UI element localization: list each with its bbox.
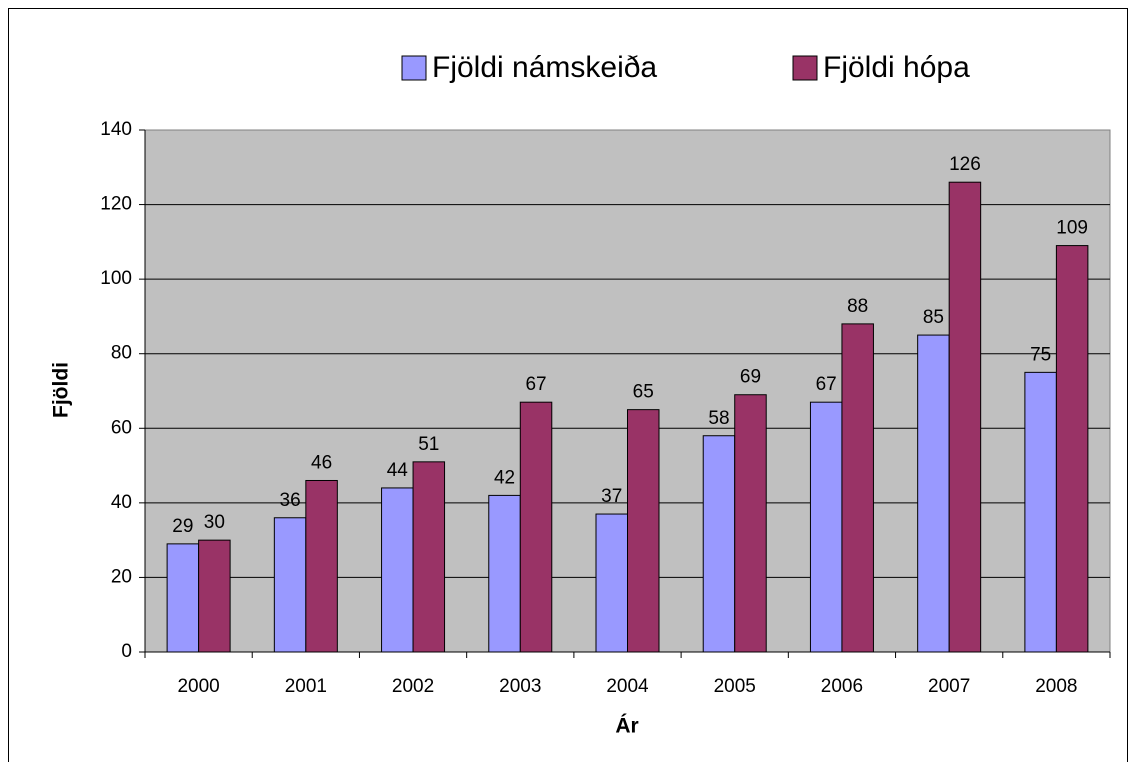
x-tick-label: 2000 [177, 676, 219, 697]
y-tick-label: 40 [111, 492, 132, 513]
legend-text: Fjöldi hópa [823, 51, 970, 84]
bar [1024, 371, 1057, 653]
y-tick-label: 0 [121, 641, 132, 662]
bar [273, 517, 307, 653]
legend-swatch [792, 55, 818, 81]
data-label: 75 [1030, 344, 1051, 365]
bar [627, 409, 660, 653]
y-tick-label: 140 [100, 119, 132, 140]
bar [412, 461, 446, 653]
data-label: 126 [949, 154, 981, 175]
y-tick-label: 100 [100, 268, 132, 289]
bar [198, 539, 231, 653]
data-label: 67 [525, 374, 546, 395]
data-label: 42 [494, 467, 515, 488]
data-label: 69 [740, 367, 761, 388]
x-tick-label: 2001 [285, 676, 327, 697]
data-label: 37 [601, 486, 622, 507]
x-tick-label: 2003 [499, 676, 541, 697]
x-tick-label: 2004 [606, 676, 649, 697]
bar [917, 334, 950, 653]
data-label: 46 [311, 453, 332, 474]
y-tick-label: 120 [100, 194, 132, 215]
bar [381, 487, 414, 653]
bar [595, 513, 628, 653]
data-label: 58 [708, 408, 729, 429]
data-label: 44 [387, 460, 409, 481]
y-tick-label: 80 [111, 343, 132, 364]
bar [488, 494, 521, 653]
data-label: 65 [633, 382, 654, 403]
data-label: 29 [172, 516, 193, 537]
x-tick-label: 2007 [928, 676, 970, 697]
x-tick-label: 2006 [821, 676, 863, 697]
bar [702, 435, 736, 653]
data-label: 36 [280, 490, 301, 511]
bar [809, 401, 843, 653]
bar [519, 401, 553, 653]
legend-text: Fjöldi námskeiða [432, 51, 657, 84]
y-axis-title: Fjöldi [50, 362, 73, 418]
data-label: 51 [418, 434, 439, 455]
data-label: 67 [816, 374, 837, 395]
y-tick-label: 60 [111, 417, 132, 438]
legend-swatch [401, 55, 427, 81]
bar [734, 394, 767, 653]
y-tick-label: 20 [111, 566, 132, 587]
x-axis-title: Ár [615, 715, 638, 738]
bar [841, 323, 874, 653]
bar [1055, 245, 1089, 653]
bar [166, 543, 200, 653]
x-tick-label: 2005 [714, 676, 756, 697]
bar [948, 181, 982, 653]
data-label: 30 [204, 512, 225, 533]
data-label: 88 [847, 296, 868, 317]
data-label: 109 [1056, 218, 1088, 239]
bar [305, 479, 338, 653]
data-label: 85 [923, 307, 944, 328]
x-tick-label: 2008 [1035, 676, 1077, 697]
x-tick-label: 2002 [392, 676, 434, 697]
